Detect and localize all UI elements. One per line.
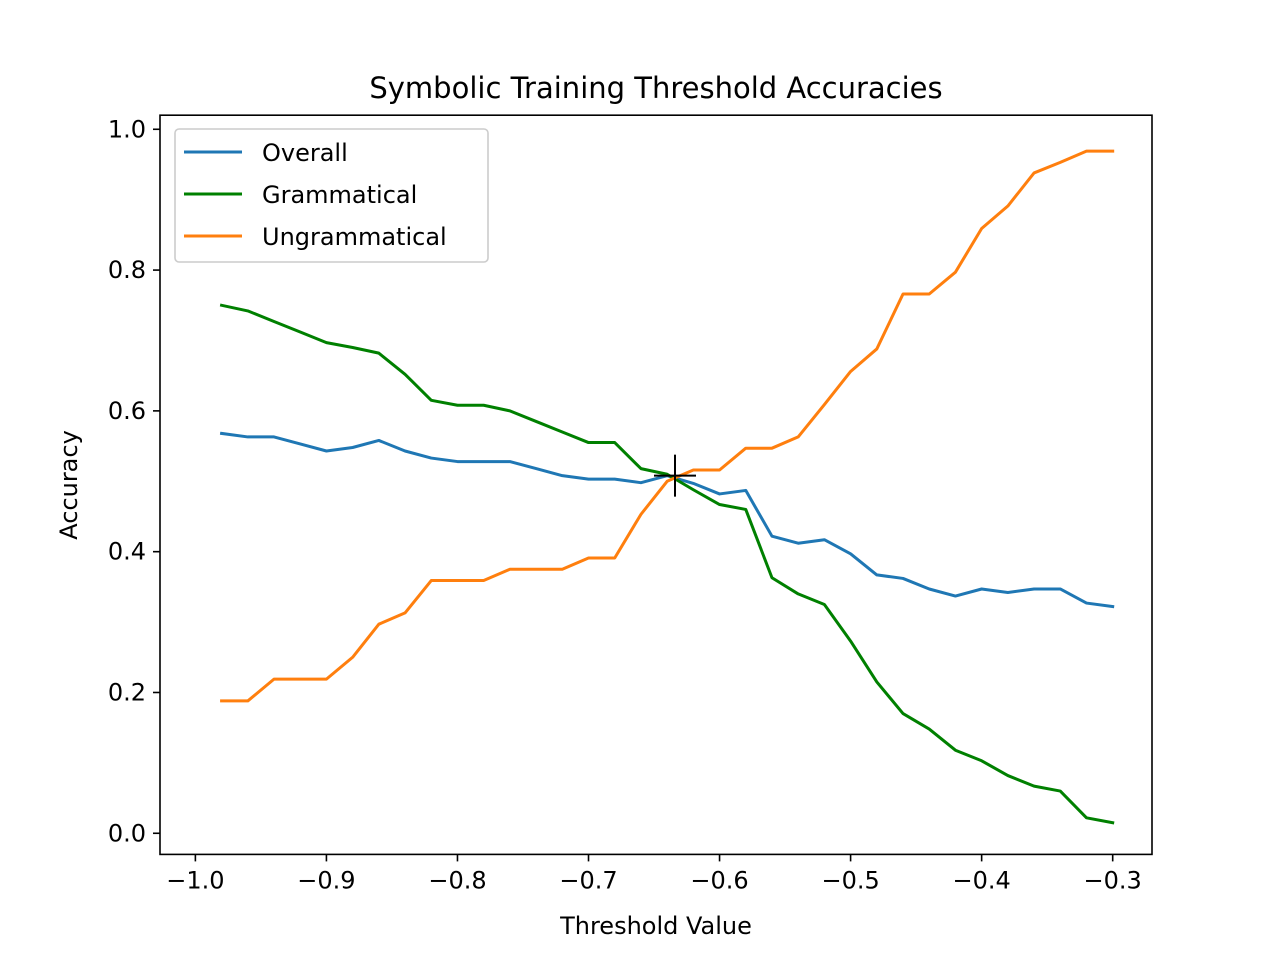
plot-area: [219, 149, 1115, 825]
y-tick-label: 0.6: [108, 397, 146, 425]
series-line-grammatical: [219, 303, 1115, 825]
legend-item-ungrammatical: Ungrammatical: [184, 223, 447, 251]
x-tick-label: −0.4: [953, 866, 1011, 894]
x-tick-label: −1.0: [166, 866, 224, 894]
y-axis-label: Accuracy: [55, 430, 83, 540]
legend: Overall Grammatical Ungrammatical: [174, 128, 489, 263]
y-tick-label: 0.4: [108, 538, 146, 566]
x-tick-label: −0.5: [821, 866, 879, 894]
legend-label: Grammatical: [262, 181, 417, 209]
legend-frame: [174, 128, 489, 263]
legend-label: Overall: [262, 139, 348, 167]
x-tick-label: −0.8: [428, 866, 486, 894]
x-axis-label: Threshold Value: [559, 912, 752, 940]
x-tick-label: −0.7: [559, 866, 617, 894]
plot-frame: [159, 114, 1153, 856]
axis-ticks: −1.0 −0.9 −0.8 −0.7 −0.6 −0.5 −0.4 −0.3 0.0 0.2 0.…: [108, 115, 1142, 894]
x-tick-label: −0.3: [1084, 866, 1142, 894]
series-line-ungrammatical: [220, 149, 1115, 703]
y-tick-label: 0.2: [108, 678, 146, 706]
x-tick-label: −0.9: [297, 866, 355, 894]
legend-item-grammatical: Grammatical: [184, 181, 417, 209]
chart-title: Symbolic Training Threshold Accuracies: [369, 71, 942, 105]
legend-item-overall: Overall: [184, 139, 348, 167]
y-tick-label: 1.0: [108, 115, 146, 143]
y-tick-label: 0.8: [108, 256, 146, 284]
y-tick-label: 0.0: [108, 819, 146, 847]
x-tick-label: −0.6: [690, 866, 748, 894]
crossing-marker: [654, 454, 697, 497]
series-line-overall: [219, 431, 1115, 609]
legend-label: Ungrammatical: [262, 223, 447, 251]
